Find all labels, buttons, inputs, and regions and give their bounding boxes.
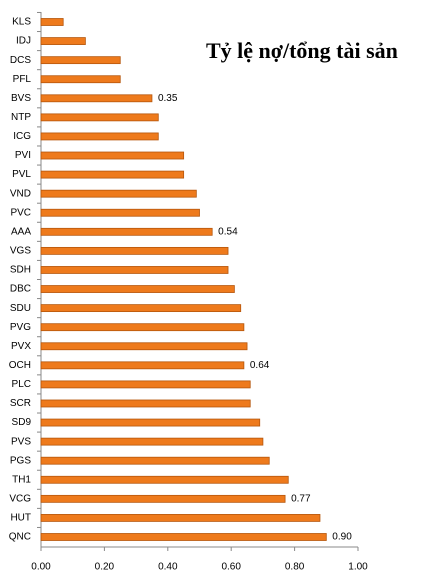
y-tick-label: PVG <box>10 322 31 333</box>
y-tick-label: IDJ <box>16 36 31 47</box>
bar <box>40 533 327 541</box>
y-tick-label: HUT <box>10 513 31 524</box>
y-tick-label: VCG <box>9 493 31 504</box>
bar <box>40 285 235 293</box>
bar <box>40 342 248 351</box>
bar <box>40 514 321 522</box>
bar <box>40 361 245 370</box>
value-label: 0.90 <box>332 532 352 543</box>
y-tick-label: PVL <box>12 169 31 180</box>
x-tick-label: 0.00 <box>31 562 51 573</box>
y-tick-label: PVX <box>11 341 31 352</box>
bar <box>40 227 213 236</box>
y-tick-label: SCR <box>10 398 31 409</box>
value-label: 0.35 <box>158 93 178 104</box>
bar <box>40 75 121 84</box>
bar <box>40 151 185 160</box>
y-tick-label: DBC <box>10 284 31 295</box>
y-tick-label: OCH <box>9 360 31 371</box>
bar <box>40 37 86 45</box>
y-tick-label: DCS <box>10 55 31 66</box>
x-tick-label: 0.40 <box>158 562 178 573</box>
bar <box>40 304 242 313</box>
bar <box>40 18 64 26</box>
x-tick-label: 0.80 <box>285 562 305 573</box>
y-tick-label: BVS <box>11 93 31 104</box>
y-tick-label: KLS <box>12 17 31 28</box>
bar <box>40 418 261 427</box>
value-label: 0.77 <box>291 493 311 504</box>
bar <box>40 56 121 65</box>
y-tick-label: PFL <box>13 74 32 85</box>
bar <box>40 113 159 122</box>
y-tick-label: SD9 <box>12 417 32 428</box>
y-tick-label: PVI <box>15 150 31 161</box>
x-tick-label: 1.00 <box>348 562 368 573</box>
bar <box>40 170 185 179</box>
x-tick-label: 0.60 <box>221 562 241 573</box>
y-tick-label: TH1 <box>12 474 31 485</box>
bar <box>40 399 251 408</box>
bar <box>40 208 200 217</box>
y-tick-label: QNC <box>9 532 31 543</box>
bar <box>40 246 229 255</box>
bar <box>40 437 264 446</box>
bar <box>40 475 289 484</box>
y-tick-label: SDU <box>10 303 31 314</box>
bar <box>40 456 270 465</box>
y-tick-label: NTP <box>11 112 31 123</box>
value-label: 0.54 <box>218 226 238 237</box>
bar <box>40 266 229 274</box>
y-tick-label: VGS <box>10 246 31 257</box>
bar <box>40 94 153 103</box>
bar <box>40 189 197 198</box>
y-tick-label: SDH <box>10 265 31 276</box>
bar <box>40 494 286 503</box>
bar <box>40 132 159 141</box>
y-tick-label: ICG <box>13 131 31 142</box>
y-tick-label: VND <box>10 188 31 199</box>
bar <box>40 323 245 332</box>
y-tick-label: PGS <box>10 455 31 466</box>
value-label: 0.64 <box>250 360 270 371</box>
x-tick-label: 0.20 <box>95 562 115 573</box>
bar <box>40 380 251 389</box>
y-tick-label: AAA <box>11 226 31 237</box>
y-tick-label: PLC <box>12 379 31 390</box>
chart-title: Tỷ lệ nợ/tổng tài sản <box>206 38 398 63</box>
y-tick-label: PVC <box>10 207 31 218</box>
y-tick-label: PVS <box>11 436 31 447</box>
